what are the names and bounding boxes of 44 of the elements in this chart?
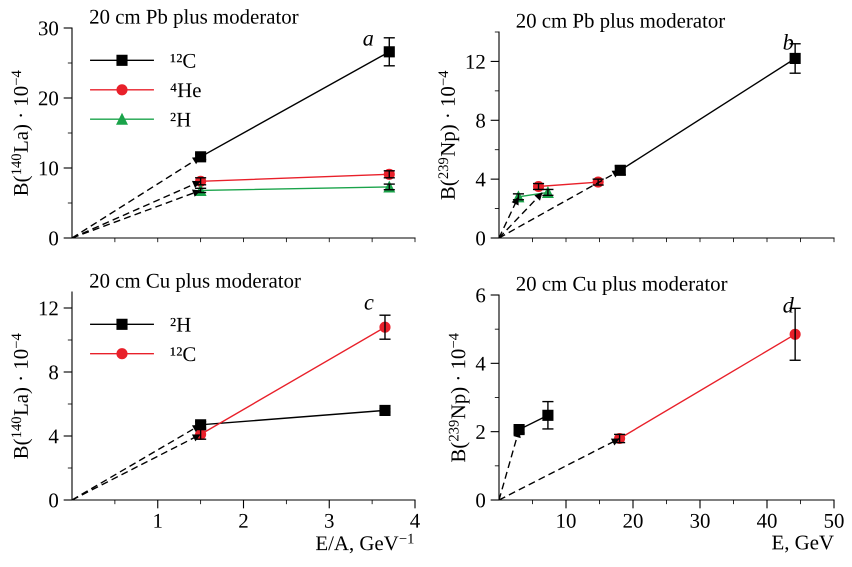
chart-title: 20 cm Pb plus moderator (516, 13, 726, 32)
chart-title: 20 cm Cu plus moderator (516, 276, 728, 295)
x-axis-title: E/A, GeV$^{−1}$ (316, 534, 414, 554)
y-tick-label: 8 (49, 365, 58, 380)
x-tick-label: 30 (690, 514, 710, 528)
chart-title: 20 cm Pb plus moderator (90, 9, 298, 28)
annotation: b (784, 34, 794, 50)
y-tick-label: 0 (476, 493, 486, 508)
legend-label: ¹²C (170, 54, 196, 68)
y-tick-label: 0 (49, 231, 58, 246)
y-tick-label: 10 (40, 161, 58, 176)
x-tick-label: 50 (824, 514, 844, 528)
x-tick-label: 20 (624, 514, 643, 528)
x-tick-label: 1 (154, 514, 162, 528)
x-tick-label: 40 (756, 514, 777, 528)
y-tick-label: 6 (476, 288, 486, 302)
y-tick-label: 12 (40, 301, 58, 316)
x-tick-label: 3 (325, 514, 334, 528)
x-tick-label: 4 (410, 514, 420, 528)
y-tick-label: 4 (476, 172, 486, 186)
y-tick-label: 0 (476, 231, 486, 246)
legend-label: ¹²C (170, 347, 196, 362)
annotation: c (364, 299, 374, 310)
y-tick-label: 2 (476, 425, 485, 439)
legend-label: ²H (170, 318, 191, 332)
legend-label: ⁴He (170, 83, 201, 98)
x-tick-label: 2 (239, 514, 248, 528)
y-tick-label: 30 (38, 21, 58, 36)
legend-label: ²H (170, 112, 191, 127)
y-axis-title: B($^{140}$La) · 10$^{−4}$ (11, 333, 32, 459)
x-axis-title: E, GeV (772, 536, 834, 553)
y-tick-label: 4 (476, 356, 486, 371)
y-tick-label: 20 (38, 91, 58, 106)
y-axis-title: B($^{140}$La) · 10$^{−4}$ (11, 70, 32, 196)
y-axis-title: B($^{239}$Np) · 10$^{−4}$ (438, 70, 460, 200)
chart-title: 20 cm Cu plus moderator (90, 273, 301, 292)
annotation: d (783, 297, 794, 313)
y-axis-title: B($^{239}$Np) · 10$^{−4}$ (448, 333, 470, 462)
annotation: a (363, 35, 374, 46)
x-tick-label: 10 (557, 514, 576, 528)
y-tick-label: 12 (466, 54, 485, 69)
y-tick-label: 8 (476, 114, 486, 128)
y-tick-label: 4 (48, 430, 58, 444)
y-tick-label: 0 (49, 493, 58, 508)
